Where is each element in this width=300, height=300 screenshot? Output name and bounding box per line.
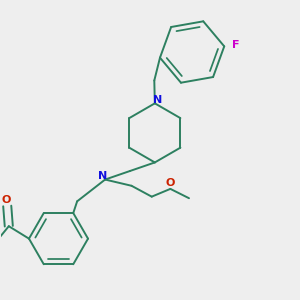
Text: N: N	[98, 171, 107, 181]
Text: F: F	[232, 40, 239, 50]
Text: O: O	[2, 195, 11, 206]
Text: O: O	[166, 178, 175, 188]
Text: N: N	[153, 94, 162, 105]
